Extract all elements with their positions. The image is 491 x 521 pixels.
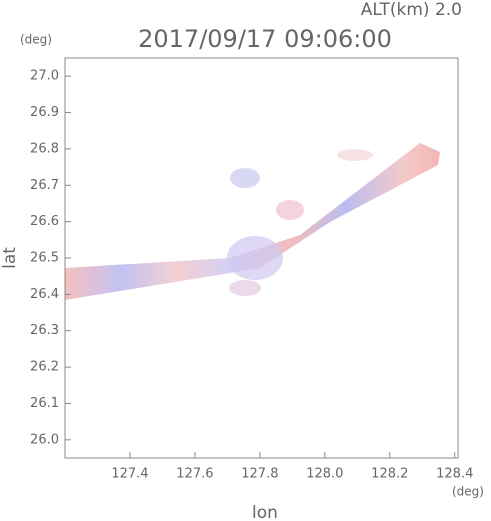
x-tick-label: 127.4 <box>111 467 148 482</box>
y-tick-label: 26.6 <box>30 214 59 229</box>
chart-title: 2017/09/17 09:06:00 <box>138 25 392 53</box>
y-tick-label: 26.9 <box>30 105 59 120</box>
y-tick-label: 26.3 <box>30 323 59 338</box>
y-label: lat <box>0 247 20 269</box>
x-unit: (deg) <box>452 485 484 499</box>
x-tick-label: 128.2 <box>371 467 408 482</box>
x-tick-label: 127.6 <box>176 467 213 482</box>
y-tick-label: 27.0 <box>30 69 59 84</box>
radar-field <box>65 143 440 300</box>
y-tick-label: 26.8 <box>30 141 59 156</box>
y-tick-label: 26.0 <box>30 432 59 447</box>
x-tick-label: 128.0 <box>306 467 343 482</box>
altitude-label: ALT(km) 2.0 <box>361 0 462 20</box>
y-tick-label: 26.5 <box>30 251 59 266</box>
y-unit: (deg) <box>20 33 52 47</box>
x-tick-label: 127.8 <box>241 467 278 482</box>
x-label: lon <box>252 503 278 521</box>
y-tick-label: 26.2 <box>30 360 59 375</box>
y-tick-label: 26.1 <box>30 396 59 411</box>
x-tick-label: 128.4 <box>436 467 473 482</box>
y-tick-label: 26.4 <box>30 287 59 302</box>
y-tick-label: 26.7 <box>30 178 59 193</box>
